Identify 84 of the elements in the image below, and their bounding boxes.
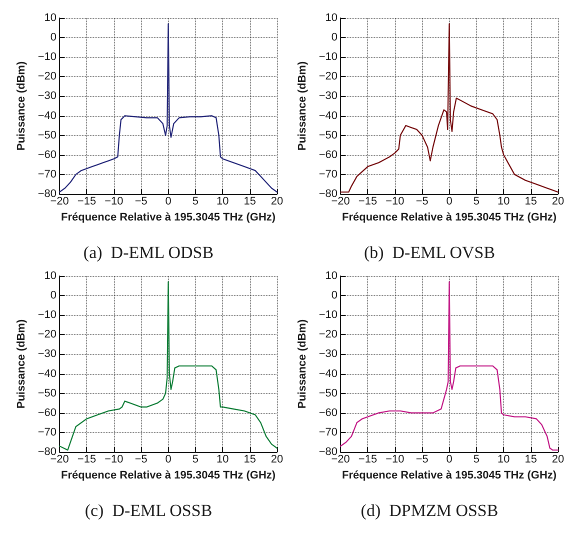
y-tick-label: −60 [38,148,57,161]
y-axis-title: Puissance (dBm) [16,61,28,151]
y-tick-label: −20 [38,328,57,341]
y-tick-label: 10 [44,270,57,282]
y-tick-label: −40 [38,110,57,122]
x-tick-label: 20 [552,454,564,466]
x-tick-label: 15 [244,454,256,466]
y-tick-label: 10 [325,270,338,282]
x-tick-label: 10 [498,454,510,466]
x-tick-label: 20 [552,196,564,208]
text: (a) D-EML ODSB [83,243,214,262]
y-tick-label: −40 [38,368,57,380]
x-axis-title: Fréquence Relative à 195.3045 THz (GHz) [60,211,276,224]
y-tick-label: −20 [318,70,338,83]
y-tick-label: −10 [318,309,338,322]
x-tick-label: 0 [165,454,172,466]
y-tick-label: −30 [38,348,57,360]
x-axis-title: Fréquence Relative à 195.3045 THz (GHz) [60,469,276,482]
x-tick-label: 5 [192,454,199,466]
text: (d) DPMZM OSSB [360,501,498,520]
x-tick-label: 5 [473,196,480,208]
x-tick-label: −10 [386,454,404,466]
y-tick-label: −40 [318,368,338,380]
x-tick-label: 10 [216,454,229,466]
y-axis-title: Puissance (dBm) [296,319,308,409]
y-tick-label: 0 [331,290,338,302]
y-tick-label: −60 [38,406,57,419]
y-tick-label: −20 [318,328,338,341]
y-tick-label: −70 [38,426,57,438]
x-tick-label: −15 [77,454,96,466]
x-tick-label: −5 [134,196,148,208]
y-tick-label: −30 [318,348,338,360]
y-tick-label: 0 [331,32,338,44]
y-tick-label: −60 [318,148,338,161]
y-tick-label: 0 [50,290,57,302]
x-tick-label: 0 [446,454,452,466]
y-tick-label: −50 [38,129,57,142]
y-tick-label: 0 [50,32,57,44]
y-tick-label: −70 [318,168,338,180]
x-tick-label: −15 [77,196,96,208]
y-tick-label: −70 [38,168,57,180]
y-tick-label: −30 [318,90,338,102]
y-tick-label: −10 [38,309,57,322]
y-tick-label: −50 [318,129,338,142]
text: (c) D-EML OSSB [84,501,212,520]
y-tick-label: −20 [38,70,57,83]
x-tick-label: −15 [358,454,378,466]
x-tick-label: −5 [416,454,428,466]
x-axis-title: Fréquence Relative à 195.3045 THz (GHz) [342,469,557,482]
x-tick-label: 15 [524,454,537,466]
y-tick-label: −40 [318,110,338,122]
x-tick-label: 0 [165,196,172,208]
x-tick-label: −5 [416,196,428,208]
y-tick-label: −50 [38,387,57,400]
x-tick-label: −15 [358,196,378,208]
y-tick-label: −80 [38,188,57,200]
y-tick-label: −30 [38,90,57,102]
y-tick-label: −50 [318,387,338,400]
x-axis-title: Fréquence Relative à 195.3045 THz (GHz) [342,211,557,224]
x-tick-label: 5 [473,454,480,466]
y-tick-label: −60 [318,406,338,419]
x-tick-label: 15 [524,196,537,208]
x-tick-label: −10 [104,196,124,208]
x-tick-label: 0 [446,196,452,208]
x-tick-label: 10 [498,196,510,208]
text: (b) D-EML OVSB [364,243,496,262]
y-tick-label: 10 [325,12,338,24]
y-tick-label: −80 [38,446,57,458]
x-tick-label: 20 [270,454,284,466]
x-tick-label: 20 [270,196,284,208]
y-axis-title: Puissance (dBm) [16,319,28,409]
y-tick-label: −10 [318,51,338,64]
y-tick-label: −10 [38,51,57,64]
y-tick-label: −70 [318,426,338,438]
x-tick-label: −10 [386,196,404,208]
x-tick-label: 15 [244,196,256,208]
y-tick-label: −80 [318,188,338,200]
x-tick-label: 10 [216,196,229,208]
y-axis-title: Puissance (dBm) [296,61,308,151]
y-tick-label: −80 [318,446,338,458]
y-tick-label: 10 [44,12,57,24]
x-tick-label: −5 [134,454,148,466]
x-tick-label: −10 [104,454,124,466]
x-tick-label: 5 [192,196,199,208]
